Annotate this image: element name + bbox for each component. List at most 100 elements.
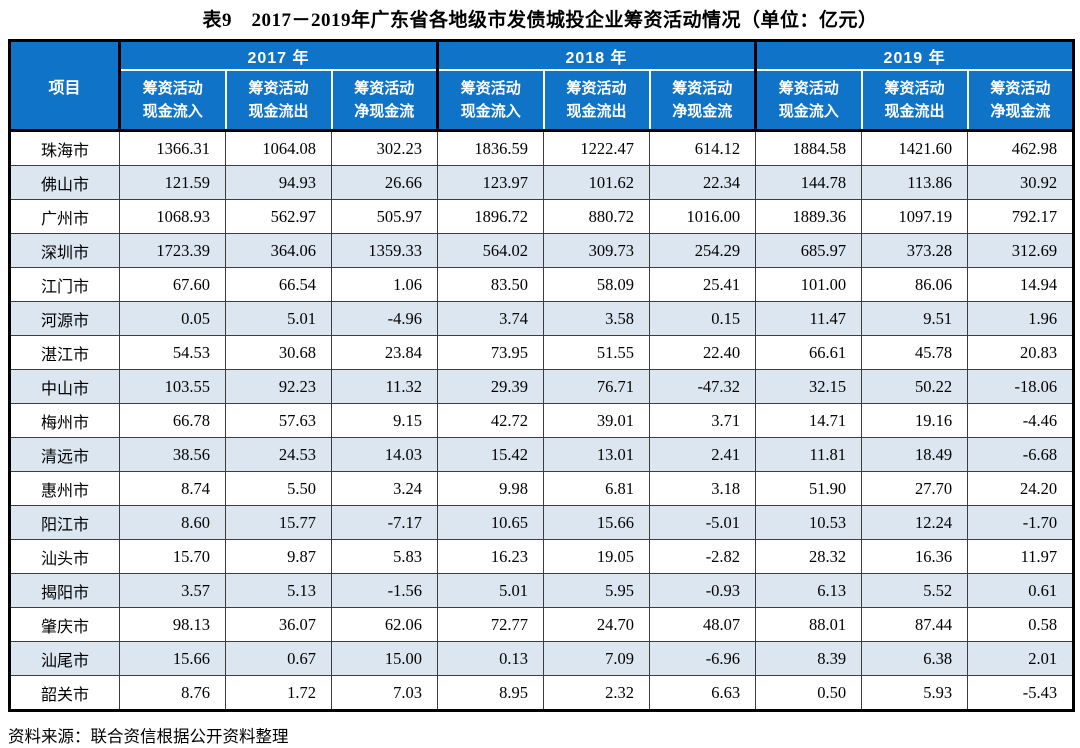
value-cell: 1222.47 bbox=[543, 130, 651, 166]
value-cell: 92.23 bbox=[225, 369, 332, 404]
value-cell: 29.39 bbox=[437, 369, 545, 404]
value-cell: 462.98 bbox=[967, 130, 1075, 166]
value-cell: 87.44 bbox=[861, 607, 969, 642]
value-cell: 15.42 bbox=[437, 437, 545, 472]
value-cell: -4.46 bbox=[967, 403, 1075, 438]
sub-header-2018-net: 筹资活动 净现金流 bbox=[648, 69, 757, 132]
sub-header-2017-net: 筹资活动 净现金流 bbox=[330, 69, 439, 132]
value-cell: 57.63 bbox=[225, 403, 332, 438]
value-cell: -1.70 bbox=[967, 505, 1075, 540]
table-header: 项目 2017 年 2018 年 2019 年 筹资活动 现金流入 筹资活动 现… bbox=[8, 39, 1075, 132]
value-cell: 5.95 bbox=[543, 573, 651, 608]
year-header-2018: 2018 年 bbox=[436, 39, 758, 71]
value-cell: 1.72 bbox=[225, 675, 332, 711]
value-cell: 14.03 bbox=[330, 437, 439, 472]
city-name-cell: 广州市 bbox=[9, 199, 120, 234]
sub-header-line1: 筹资活动 bbox=[990, 79, 1051, 97]
value-cell: 67.60 bbox=[119, 267, 226, 302]
value-cell: 9.15 bbox=[330, 403, 439, 438]
value-cell: 8.74 bbox=[119, 471, 226, 506]
value-cell: 62.06 bbox=[330, 607, 439, 642]
source-note: 资料来源：联合资信根据公开资料整理 bbox=[8, 727, 289, 746]
value-cell: 28.32 bbox=[755, 539, 863, 574]
value-cell: 36.07 bbox=[225, 607, 332, 642]
table-row: 汕头市 15.70 9.87 5.83 16.23 19.05 -2.82 28.32 16.3… bbox=[9, 539, 1075, 574]
table-row: 江门市 67.60 66.54 1.06 83.50 58.09 25.41 101.00 86… bbox=[9, 267, 1075, 302]
value-cell: 11.47 bbox=[755, 301, 863, 336]
sub-header-line2: 现金流入 bbox=[778, 103, 839, 120]
sub-header-line2: 现金流入 bbox=[142, 103, 203, 120]
corner-header-item: 项目 bbox=[8, 39, 121, 132]
table-row: 广州市 1068.93 562.97 505.97 1896.72 880.72 1016.… bbox=[9, 199, 1075, 234]
value-cell: 3.24 bbox=[330, 471, 439, 506]
value-cell: 11.97 bbox=[967, 539, 1075, 574]
sub-header-line1: 筹资活动 bbox=[460, 79, 521, 97]
value-cell: 5.01 bbox=[225, 301, 332, 336]
value-cell: 0.15 bbox=[649, 301, 757, 336]
value-cell: 10.53 bbox=[755, 505, 863, 540]
city-name-cell: 梅州市 bbox=[9, 403, 120, 438]
city-name-cell: 佛山市 bbox=[9, 165, 120, 200]
value-cell: 2.01 bbox=[967, 641, 1075, 676]
value-cell: 15.66 bbox=[543, 505, 651, 540]
table-row: 湛江市 54.53 30.68 23.84 73.95 51.55 22.40 66.61 45… bbox=[9, 335, 1075, 370]
value-cell: -5.01 bbox=[649, 505, 757, 540]
value-cell: 86.06 bbox=[861, 267, 969, 302]
value-cell: 562.97 bbox=[225, 199, 332, 234]
table-row: 中山市 103.55 92.23 11.32 29.39 76.71 -47.32 32.15… bbox=[9, 369, 1075, 404]
value-cell: 614.12 bbox=[649, 130, 757, 166]
value-cell: 364.06 bbox=[225, 233, 332, 268]
table-row: 清远市 38.56 24.53 14.03 15.42 13.01 2.41 11.81 18.… bbox=[9, 437, 1075, 472]
value-cell: 66.54 bbox=[225, 267, 332, 302]
value-cell: 1359.33 bbox=[330, 233, 439, 268]
value-cell: 1366.31 bbox=[119, 130, 226, 166]
value-cell: 15.70 bbox=[119, 539, 226, 574]
table-row: 佛山市 121.59 94.93 26.66 123.97 101.62 22.34 144.… bbox=[9, 165, 1075, 200]
year-header-2017: 2017 年 bbox=[117, 39, 440, 71]
value-cell: 66.61 bbox=[755, 335, 863, 370]
value-cell: 42.72 bbox=[437, 403, 545, 438]
city-name-cell: 河源市 bbox=[9, 301, 120, 336]
city-name-cell: 深圳市 bbox=[9, 233, 120, 268]
value-cell: 5.01 bbox=[437, 573, 545, 608]
value-cell: 8.76 bbox=[119, 675, 226, 711]
value-cell: 7.09 bbox=[543, 641, 651, 676]
value-cell: 1016.00 bbox=[649, 199, 757, 234]
city-name-cell: 汕头市 bbox=[9, 539, 120, 574]
value-cell: 1884.58 bbox=[755, 130, 863, 166]
sub-header-line2: 净现金流 bbox=[672, 103, 733, 120]
value-cell: 14.94 bbox=[967, 267, 1075, 302]
value-cell: 3.74 bbox=[437, 301, 545, 336]
value-cell: 144.78 bbox=[755, 165, 863, 200]
value-cell: 51.90 bbox=[755, 471, 863, 506]
sub-header-2017-inflow: 筹资活动 现金流入 bbox=[118, 69, 227, 132]
sub-header-2019-inflow: 筹资活动 现金流入 bbox=[754, 69, 863, 132]
value-cell: -5.43 bbox=[967, 675, 1075, 711]
value-cell: 98.13 bbox=[119, 607, 226, 642]
value-cell: 3.57 bbox=[119, 573, 226, 608]
sub-header-line1: 筹资活动 bbox=[248, 79, 309, 97]
value-cell: -6.68 bbox=[967, 437, 1075, 472]
value-cell: -7.17 bbox=[330, 505, 439, 540]
value-cell: 18.49 bbox=[861, 437, 969, 472]
value-cell: 1896.72 bbox=[437, 199, 545, 234]
year-header-row: 项目 2017 年 2018 年 2019 年 bbox=[8, 39, 1075, 132]
value-cell: 10.65 bbox=[437, 505, 545, 540]
value-cell: 113.86 bbox=[861, 165, 969, 200]
city-name-cell: 揭阳市 bbox=[9, 573, 120, 608]
sub-header-line2: 现金流出 bbox=[884, 103, 945, 120]
value-cell: 19.05 bbox=[543, 539, 651, 574]
year-header-2019: 2019 年 bbox=[754, 39, 1075, 71]
value-cell: 2.32 bbox=[543, 675, 651, 711]
value-cell: 8.60 bbox=[119, 505, 226, 540]
sub-header-line2: 净现金流 bbox=[354, 103, 415, 120]
value-cell: 83.50 bbox=[437, 267, 545, 302]
value-cell: 1421.60 bbox=[861, 130, 969, 166]
table-row: 河源市 0.05 5.01 -4.96 3.74 3.58 0.15 11.47 9.51 1.9… bbox=[9, 301, 1075, 336]
sub-header-line1: 筹资活动 bbox=[672, 79, 733, 97]
value-cell: 5.83 bbox=[330, 539, 439, 574]
value-cell: -47.32 bbox=[649, 369, 757, 404]
value-cell: 3.18 bbox=[649, 471, 757, 506]
value-cell: 312.69 bbox=[967, 233, 1075, 268]
